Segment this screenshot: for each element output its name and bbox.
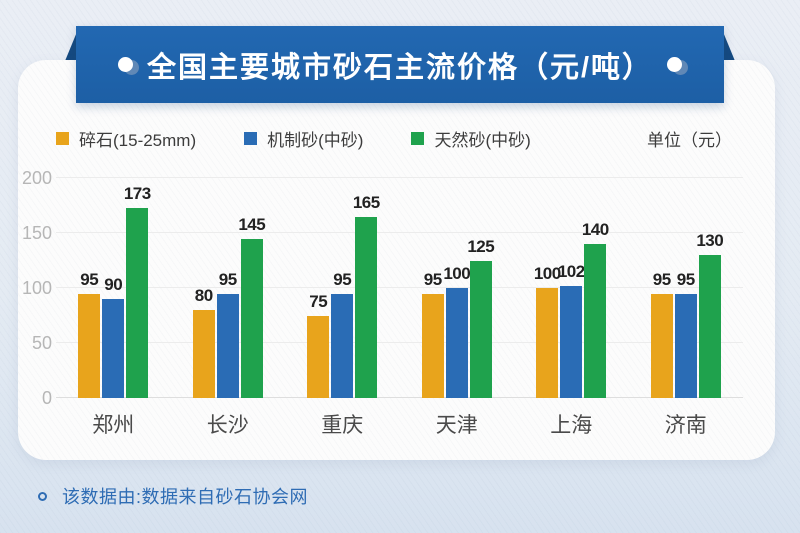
bar: 173: [124, 184, 151, 398]
y-tick-label: 150: [21, 223, 52, 243]
legend-item: 天然砂(中砂): [411, 126, 531, 151]
bar-value-label: 125: [467, 236, 495, 256]
unit-label: 单位（元）: [647, 131, 732, 150]
gridline: [56, 177, 743, 178]
bar-value-label: 100: [443, 264, 471, 283]
bar-value-label: 80: [194, 286, 213, 305]
legend-item: 碎石(15-25mm): [56, 126, 196, 151]
bar: 95: [674, 270, 697, 398]
bar-group: 95 95 130: [629, 178, 744, 398]
category-label: 长沙: [206, 414, 249, 437]
bar: 125: [467, 237, 495, 398]
legend-swatch-icon: [411, 132, 425, 145]
chart: 95 90 173 80 95 145 75 95 165 95 100 125 100 102 140 95…: [56, 177, 744, 398]
banner-dot-left-icon: [118, 57, 133, 72]
bar-group: 80 95 145: [171, 178, 286, 398]
y-tick-label: 0: [41, 388, 52, 408]
bar: 95: [216, 270, 239, 398]
legend-label: 机制砂(中砂): [267, 131, 364, 150]
legend-item: 机制砂(中砂): [244, 126, 363, 151]
y-tick-label: 100: [21, 278, 52, 298]
bar-value-label: 95: [423, 269, 442, 289]
bar-value-label: 102: [557, 261, 585, 281]
bar: 145: [238, 215, 266, 398]
bar: 100: [443, 264, 471, 398]
banner-dot-right-icon: [667, 57, 682, 72]
legend-swatch-icon: [56, 132, 69, 145]
circle-bullet-icon: [38, 491, 47, 501]
bar-value-label: 95: [333, 269, 352, 289]
bar-value-label: 140: [581, 220, 609, 239]
footer-note: 该数据由:数据来自砂石协会网: [62, 487, 308, 507]
bar: 80: [192, 286, 215, 398]
gridline: [56, 397, 743, 398]
legend-label: 天然砂(中砂): [434, 131, 531, 150]
bar: 100: [534, 264, 561, 398]
bar: 140: [582, 220, 609, 398]
bar: 95: [650, 270, 673, 398]
category-label: 济南: [664, 414, 707, 437]
bar: 95: [331, 270, 354, 398]
category-label: 重庆: [321, 414, 364, 437]
bar-group: 95 90 173: [56, 178, 171, 398]
gridline: [56, 342, 743, 343]
bar: 130: [696, 231, 724, 398]
x-axis-labels: 郑州 长沙 重庆 天津 上海 济南: [56, 409, 743, 439]
bar-value-label: 95: [80, 269, 99, 289]
bar-value-label: 95: [652, 269, 671, 289]
category-label: 上海: [550, 414, 593, 437]
category-label: 郑州: [92, 414, 135, 437]
page-title: 全国主要城市砂石主流价格（元/吨）: [146, 51, 654, 84]
y-tick-label: 50: [31, 333, 52, 353]
category-label: 天津: [435, 414, 478, 437]
bar: 95: [78, 270, 101, 398]
bar-value-label: 165: [352, 192, 380, 212]
bar-value-label: 95: [676, 269, 695, 289]
bar: 165: [353, 193, 380, 398]
bar-value-label: 100: [533, 264, 561, 283]
bar-value-label: 145: [238, 214, 266, 234]
bar-group: 95 100 125: [400, 178, 515, 398]
ribbon-banner: 全国主要城市砂石主流价格（元/吨）: [76, 26, 724, 103]
bar: 102: [558, 262, 585, 398]
footer-note-row: 该数据由:数据来自砂石协会网: [38, 483, 308, 509]
y-axis-labels: 0 50 100 150 200: [14, 168, 52, 408]
bar-value-label: 173: [123, 183, 151, 203]
bar-value-label: 130: [696, 231, 724, 250]
legend-swatch-icon: [244, 132, 258, 145]
bar-group: 100 102 140: [514, 178, 629, 398]
bar: 90: [102, 275, 125, 398]
bar-value-label: 95: [218, 269, 237, 289]
bar: 75: [307, 292, 330, 398]
y-tick-label: 200: [21, 168, 52, 188]
gridline: [56, 232, 743, 233]
gridline: [56, 287, 743, 288]
bar: 95: [421, 270, 444, 398]
bar-value-label: 90: [104, 275, 123, 294]
bar-value-label: 75: [309, 291, 328, 311]
bar-group: 75 95 165: [285, 178, 400, 398]
legend: 碎石(15-25mm) 机制砂(中砂) 天然砂(中砂) 单位（元）: [56, 126, 732, 151]
legend-label: 碎石(15-25mm): [79, 131, 197, 150]
